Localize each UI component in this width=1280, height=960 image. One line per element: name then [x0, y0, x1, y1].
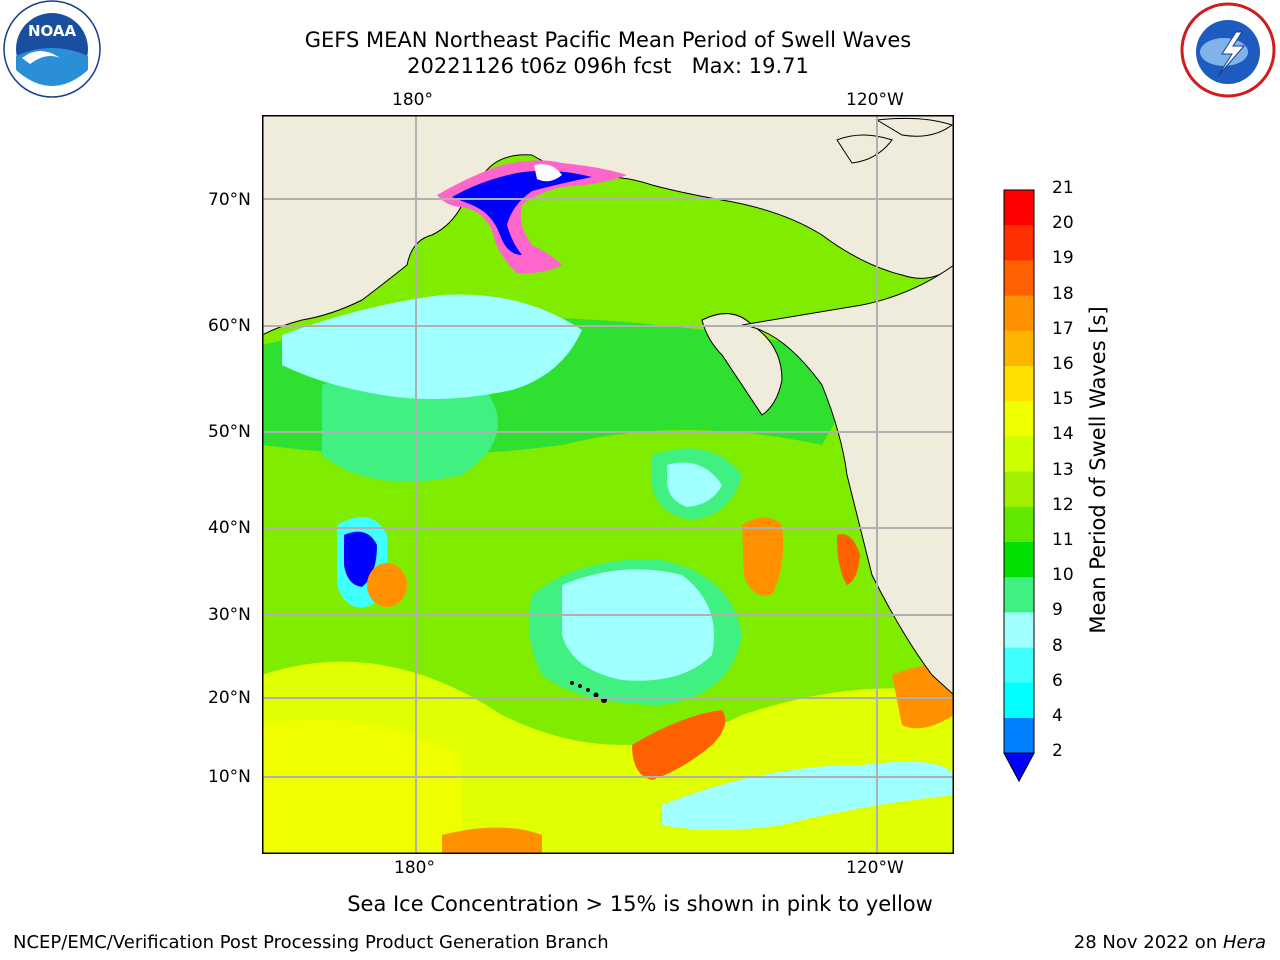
colorbar-tick-label: 10 [1052, 565, 1074, 586]
map-frame [262, 115, 954, 854]
lat-label-70n: 70°N [208, 190, 251, 210]
field-orange-hawaii-east [632, 710, 726, 780]
field-yellow-southwest [262, 719, 462, 854]
colorbar-tick-label: 9 [1052, 600, 1063, 621]
footer-date-text: 28 Nov 2022 on [1073, 932, 1223, 953]
lat-label-40n: 40°N [208, 518, 251, 538]
lat-label-60n: 60°N [208, 316, 251, 336]
field-west-orange [367, 563, 407, 607]
colorbar-segment [1004, 542, 1034, 578]
colorbar-tick-label: 18 [1052, 283, 1074, 304]
colorbar-tick-label: 20 [1052, 213, 1074, 234]
lat-label-10n: 10°N [208, 767, 251, 787]
noaa-logo: NOAA [0, 0, 104, 100]
colorbar-segment [1004, 471, 1034, 508]
gridlines [262, 115, 954, 854]
colorbar-segment [1004, 260, 1034, 297]
colorbar-segment [1004, 295, 1034, 332]
colorbar-segment [1004, 190, 1034, 226]
colorbar-tick-label: 11 [1052, 530, 1074, 550]
colorbar-tick-label: 12 [1052, 494, 1074, 515]
colorbar-segment [1004, 612, 1034, 649]
sea-ice-core [452, 170, 592, 255]
land-arctic-island-2 [875, 117, 954, 137]
colorbar-segment [1004, 506, 1034, 543]
chart-title: GEFS MEAN Northeast Pacific Mean Period … [304, 28, 912, 52]
field-south-cyan [662, 761, 954, 830]
colorbar-tick-label: 21 [1052, 178, 1074, 198]
field-central-cyan [562, 569, 714, 681]
top-lon-label-120w: 120°W [846, 90, 904, 110]
sea-ice-caption: Sea Ice Concentration > 15% is shown in … [347, 892, 933, 916]
colorbar-segment [1004, 647, 1034, 684]
lat-label-50n: 50°N [208, 422, 251, 442]
sea-ice-gap [534, 164, 562, 182]
colorbar-tick-label: 2 [1052, 741, 1063, 762]
field-bering-cyan [282, 294, 582, 399]
colorbar [1000, 186, 1044, 786]
field-west-blue [344, 531, 377, 587]
colorbar-tick-label: 16 [1052, 354, 1074, 374]
colorbar-tick-label: 14 [1052, 424, 1074, 445]
land-north [262, 115, 954, 336]
lat-label-20n: 20°N [208, 688, 251, 708]
colorbar-ticks: 21 20 19 18 17 16 15 14 13 12 11 10 9 8 6 4 2 [1052, 178, 1092, 778]
colorbar-svg [1003, 189, 1035, 783]
top-lon-label-180: 180° [392, 90, 433, 110]
colorbar-segment [1004, 682, 1034, 719]
colorbar-tick-label: 8 [1052, 635, 1063, 656]
field-orange-south [442, 827, 542, 854]
footer-org: NCEP/EMC/Verification Post Processing Pr… [13, 932, 609, 953]
chart-subtitle: 20221126 t06z 096h fcst Max: 19.71 [407, 54, 809, 78]
colorbar-tick-label: 17 [1052, 318, 1074, 339]
colorbar-segment [1004, 436, 1034, 473]
colorbar-tick-label: 6 [1052, 670, 1063, 691]
noaa-logo-text: NOAA [28, 22, 77, 40]
colorbar-extension-arrow [1003, 752, 1035, 783]
colorbar-segment [1004, 401, 1034, 437]
swell-period-map [262, 115, 954, 854]
colorbar-tick-label: 15 [1052, 389, 1074, 410]
footer-date: 28 Nov 2022 on Hera [1074, 932, 1266, 954]
field-orange-coast [837, 534, 860, 585]
bottom-lon-label-180: 180° [394, 858, 435, 878]
colorbar-tick-label: 19 [1052, 248, 1074, 269]
lat-label-30n: 30°N [208, 605, 251, 625]
colorbar-segment [1004, 330, 1034, 367]
land-north-america [741, 115, 954, 696]
colorbar-segment [1004, 718, 1034, 754]
colorbar-tick-label: 13 [1052, 459, 1074, 480]
land-arctic-island [836, 134, 893, 164]
nws-logo [1178, 0, 1280, 100]
field-orange-california [742, 517, 784, 596]
colorbar-segment [1004, 366, 1034, 402]
colorbar-tick-label: 4 [1052, 706, 1063, 726]
colorbar-frame [1003, 189, 1035, 754]
bottom-lon-label-120w: 120°W [846, 858, 904, 878]
colorbar-segment [1004, 225, 1034, 261]
footer-machine: Hera [1222, 932, 1266, 953]
field-ne-cyan [667, 462, 722, 507]
colorbar-segment [1004, 577, 1034, 613]
map-panel [262, 115, 954, 854]
